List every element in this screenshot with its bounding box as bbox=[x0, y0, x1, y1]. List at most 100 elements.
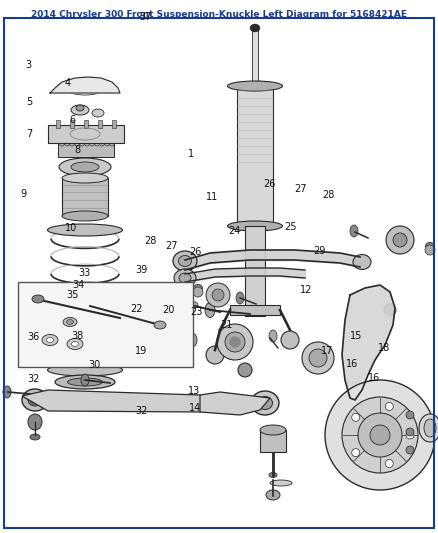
Bar bbox=[48, 125, 124, 143]
Ellipse shape bbox=[67, 378, 102, 386]
Ellipse shape bbox=[258, 397, 272, 409]
Circle shape bbox=[30, 395, 40, 405]
Text: 16: 16 bbox=[368, 374, 380, 383]
Text: 3: 3 bbox=[25, 60, 31, 70]
Bar bbox=[84, 120, 88, 128]
Text: 14: 14 bbox=[189, 403, 201, 413]
Text: 32: 32 bbox=[135, 407, 147, 416]
Ellipse shape bbox=[424, 419, 436, 437]
Circle shape bbox=[384, 304, 396, 316]
Bar bbox=[252, 28, 258, 86]
Text: 20: 20 bbox=[162, 305, 174, 315]
Text: 12: 12 bbox=[300, 285, 312, 295]
Text: 1: 1 bbox=[188, 149, 194, 158]
Text: 39: 39 bbox=[136, 265, 148, 274]
Ellipse shape bbox=[71, 105, 89, 115]
Text: 6: 6 bbox=[69, 116, 75, 125]
Ellipse shape bbox=[353, 254, 371, 270]
Ellipse shape bbox=[266, 490, 280, 500]
Text: 29: 29 bbox=[314, 246, 326, 255]
Text: 7: 7 bbox=[26, 130, 32, 139]
Ellipse shape bbox=[32, 295, 44, 303]
Ellipse shape bbox=[47, 224, 123, 236]
Ellipse shape bbox=[269, 330, 277, 342]
Circle shape bbox=[302, 342, 334, 374]
Ellipse shape bbox=[67, 319, 74, 325]
Polygon shape bbox=[50, 77, 120, 93]
Ellipse shape bbox=[173, 251, 197, 271]
Text: 13: 13 bbox=[187, 386, 200, 396]
Ellipse shape bbox=[227, 221, 283, 231]
Circle shape bbox=[406, 411, 414, 419]
Circle shape bbox=[386, 226, 414, 254]
Text: 19: 19 bbox=[135, 346, 147, 356]
Text: 34: 34 bbox=[72, 280, 85, 289]
Circle shape bbox=[385, 402, 393, 410]
Ellipse shape bbox=[46, 337, 53, 343]
Ellipse shape bbox=[251, 391, 279, 415]
Ellipse shape bbox=[425, 243, 434, 249]
Circle shape bbox=[406, 446, 414, 454]
Bar bbox=[230, 305, 280, 315]
Text: 17: 17 bbox=[321, 346, 333, 356]
Text: 16: 16 bbox=[346, 359, 358, 368]
Text: 37: 37 bbox=[139, 12, 152, 22]
Circle shape bbox=[370, 425, 390, 445]
Ellipse shape bbox=[92, 109, 104, 117]
Bar bbox=[58, 143, 114, 157]
Circle shape bbox=[385, 459, 393, 467]
Text: 32: 32 bbox=[27, 375, 39, 384]
Circle shape bbox=[230, 337, 240, 347]
Ellipse shape bbox=[63, 318, 77, 327]
Text: 30: 30 bbox=[88, 360, 101, 369]
Text: 10: 10 bbox=[65, 223, 77, 232]
Circle shape bbox=[342, 397, 418, 473]
Ellipse shape bbox=[71, 162, 99, 172]
Ellipse shape bbox=[260, 425, 286, 435]
Text: 4: 4 bbox=[65, 78, 71, 87]
Bar bbox=[18, 282, 193, 367]
Ellipse shape bbox=[179, 273, 191, 283]
Ellipse shape bbox=[174, 269, 196, 287]
Ellipse shape bbox=[59, 158, 111, 176]
Ellipse shape bbox=[76, 105, 84, 111]
Circle shape bbox=[393, 233, 407, 247]
Text: 25: 25 bbox=[284, 222, 297, 231]
Circle shape bbox=[425, 245, 435, 255]
Circle shape bbox=[406, 431, 414, 439]
Bar bbox=[98, 120, 102, 128]
Circle shape bbox=[212, 289, 224, 301]
Bar bbox=[62, 178, 108, 216]
Text: 8: 8 bbox=[74, 146, 81, 155]
Ellipse shape bbox=[62, 173, 108, 183]
Text: 24: 24 bbox=[228, 226, 240, 236]
Ellipse shape bbox=[227, 81, 283, 91]
Bar bbox=[237, 86, 273, 226]
Text: 22: 22 bbox=[131, 304, 143, 313]
Circle shape bbox=[238, 363, 252, 377]
Ellipse shape bbox=[251, 25, 259, 31]
Ellipse shape bbox=[205, 303, 215, 318]
Text: 27: 27 bbox=[294, 184, 307, 194]
Ellipse shape bbox=[187, 333, 197, 347]
Ellipse shape bbox=[236, 292, 244, 304]
Circle shape bbox=[352, 414, 360, 422]
Ellipse shape bbox=[67, 338, 83, 350]
Ellipse shape bbox=[154, 321, 166, 329]
Bar bbox=[70, 120, 74, 128]
Ellipse shape bbox=[269, 472, 277, 478]
Text: 28: 28 bbox=[145, 236, 157, 246]
Circle shape bbox=[352, 449, 360, 457]
Ellipse shape bbox=[71, 342, 78, 346]
Text: 26: 26 bbox=[263, 180, 275, 189]
Text: 36: 36 bbox=[27, 332, 39, 342]
Circle shape bbox=[193, 287, 203, 297]
Circle shape bbox=[217, 324, 253, 360]
Text: 26: 26 bbox=[189, 247, 201, 256]
Circle shape bbox=[206, 283, 230, 307]
Circle shape bbox=[358, 413, 402, 457]
Text: 18: 18 bbox=[378, 343, 390, 352]
Circle shape bbox=[406, 428, 414, 436]
Ellipse shape bbox=[55, 375, 115, 389]
Bar bbox=[245, 226, 265, 316]
